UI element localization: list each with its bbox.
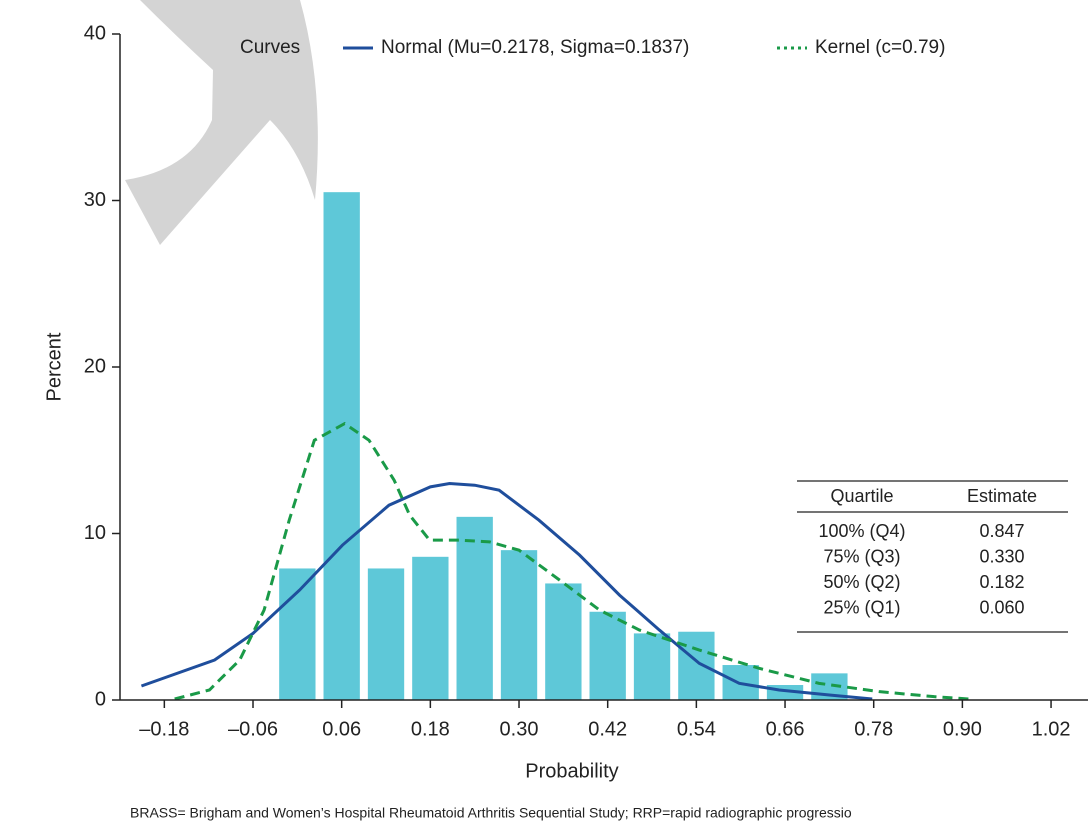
bar	[456, 516, 493, 700]
y-tick-label: 0	[95, 688, 106, 710]
density-curve	[140, 482, 873, 701]
y-tick-label: 30	[84, 189, 106, 211]
x-tick-label: 1.02	[1032, 718, 1071, 740]
y-tick-label: 10	[84, 522, 106, 544]
x-tick-label: 0.42	[588, 718, 627, 740]
x-tick-label: 0.06	[322, 718, 361, 740]
table-cell: 100% (Q4)	[818, 521, 905, 541]
table-header: Estimate	[967, 486, 1037, 506]
x-axis-label: Probability	[525, 760, 618, 782]
y-axis-label: Percent	[43, 332, 65, 401]
legend-title: Curves	[240, 37, 300, 58]
table-cell: 0.182	[979, 572, 1024, 592]
bar	[500, 550, 538, 700]
legend-label: Kernel (c=0.79)	[815, 37, 945, 58]
x-tick-label: 0.54	[677, 718, 716, 740]
table-cell: 0.330	[979, 546, 1024, 566]
table-cell: 75% (Q3)	[823, 546, 900, 566]
bar	[367, 568, 405, 700]
bar	[589, 611, 626, 700]
x-tick-label: 0.78	[854, 718, 893, 740]
table-cell: 25% (Q1)	[823, 597, 900, 617]
table-header: Quartile	[830, 486, 893, 506]
x-tick-label: –0.06	[228, 718, 278, 740]
bar	[545, 583, 582, 700]
footnote: BRASS= Brigham and Women’s Hospital Rheu…	[130, 805, 852, 821]
bar	[279, 568, 316, 700]
table-cell: 0.060	[979, 597, 1024, 617]
x-tick-label: –0.18	[139, 718, 189, 740]
x-tick-label: 0.30	[500, 718, 539, 740]
bar	[412, 556, 449, 700]
x-tick-label: 0.90	[943, 718, 982, 740]
x-tick-label: 0.66	[766, 718, 805, 740]
bar	[678, 631, 715, 700]
bar	[633, 633, 671, 700]
y-tick-label: 40	[84, 22, 106, 44]
y-tick-label: 20	[84, 355, 106, 377]
table-cell: 0.847	[979, 521, 1024, 541]
density-curve	[174, 421, 970, 701]
table-cell: 50% (Q2)	[823, 572, 900, 592]
watermark	[125, 0, 318, 245]
bar	[323, 192, 360, 701]
legend-label: Normal (Mu=0.2178, Sigma=0.1837)	[381, 37, 689, 58]
x-tick-label: 0.18	[411, 718, 450, 740]
